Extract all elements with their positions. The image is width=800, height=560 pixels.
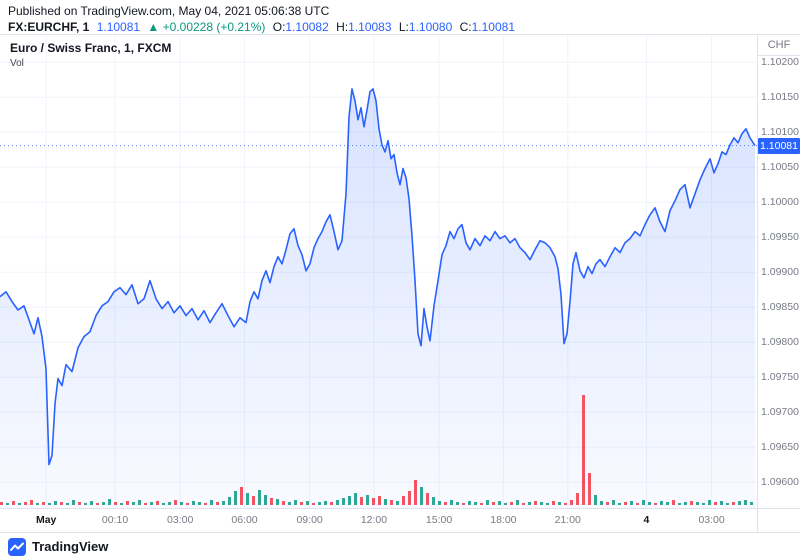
time-tick-label: May xyxy=(35,514,57,526)
ohlc-high-label: H: xyxy=(336,20,349,34)
price-tick-label: 1.09600 xyxy=(761,476,799,489)
last-price-badge: 1.10081 xyxy=(758,137,800,154)
tradingview-brand-text[interactable]: TradingView xyxy=(32,539,109,554)
price-tick-label: 1.09800 xyxy=(761,336,799,349)
price-tick-label: 1.10000 xyxy=(761,196,799,209)
ohlc-low-label: L: xyxy=(398,20,409,34)
volume-bars xyxy=(0,395,753,505)
chart-pane[interactable] xyxy=(0,35,757,509)
footer-bar: TradingView xyxy=(0,533,800,560)
ohlc-close-label: C: xyxy=(459,20,472,34)
price-line xyxy=(0,88,756,466)
price-tick-label: 1.10050 xyxy=(761,161,799,174)
time-tick-label: 03:00 xyxy=(167,514,194,526)
price-tick-label: 1.09850 xyxy=(761,301,799,314)
symbol-info-bar: FX:EURCHF, 1 1.10081 ▲ +0.00228 (+0.21%)… xyxy=(8,20,519,34)
time-tick-label: 4 xyxy=(643,514,650,526)
tradingview-logo-icon[interactable] xyxy=(8,537,26,556)
time-tick-label: 18:00 xyxy=(490,514,517,526)
price-change: ▲ +0.00228 (+0.21%) xyxy=(147,20,266,34)
area-fill xyxy=(0,88,755,509)
last-price-value: 1.10081 xyxy=(96,20,141,34)
price-axis-separator xyxy=(757,34,758,532)
ohlc-close-value: 1.10081 xyxy=(471,20,516,34)
ohlc-open-label: O: xyxy=(272,20,286,34)
price-tick-label: 1.09650 xyxy=(761,441,799,454)
ohlc-low-value: 1.10080 xyxy=(408,20,453,34)
price-tick-label: 1.10100 xyxy=(761,126,799,139)
price-tick-label: 1.09950 xyxy=(761,231,799,244)
price-tick-label: 1.09750 xyxy=(761,371,799,384)
ohlc-open-value: 1.10082 xyxy=(285,20,329,34)
symbol-title[interactable]: FX:EURCHF, 1 xyxy=(8,20,90,34)
price-axis-currency-label: CHF xyxy=(758,35,800,56)
published-caption: Published on TradingView.com, May 04, 20… xyxy=(8,4,330,18)
price-tick-label: 1.09900 xyxy=(761,266,799,279)
time-tick-label: 03:00 xyxy=(698,514,725,526)
header-separator xyxy=(0,34,800,35)
price-tick-label: 1.09700 xyxy=(761,406,799,419)
time-tick-label: 09:00 xyxy=(296,514,323,526)
time-tick-label: 15:00 xyxy=(425,514,453,526)
time-axis[interactable]: May 00:10 03:00 06:00 09:00 12:00 15:00 18:00 21… xyxy=(0,509,757,532)
time-tick-label: 06:00 xyxy=(231,514,258,526)
price-tick-label: 1.10200 xyxy=(761,56,799,69)
time-axis-separator xyxy=(0,508,800,509)
price-chart[interactable] xyxy=(0,35,757,509)
price-tick-label: 1.10150 xyxy=(761,91,799,104)
time-tick-label: 00:10 xyxy=(101,514,129,526)
ohlc-high-value: 1.10083 xyxy=(348,20,392,34)
time-tick-label: 12:00 xyxy=(360,514,388,526)
price-axis[interactable]: CHF 1.10081 1.10200 1.10150 1.10100 1.10050… xyxy=(758,35,800,532)
time-tick-label: 21:00 xyxy=(554,514,581,526)
footer-separator xyxy=(0,532,800,533)
